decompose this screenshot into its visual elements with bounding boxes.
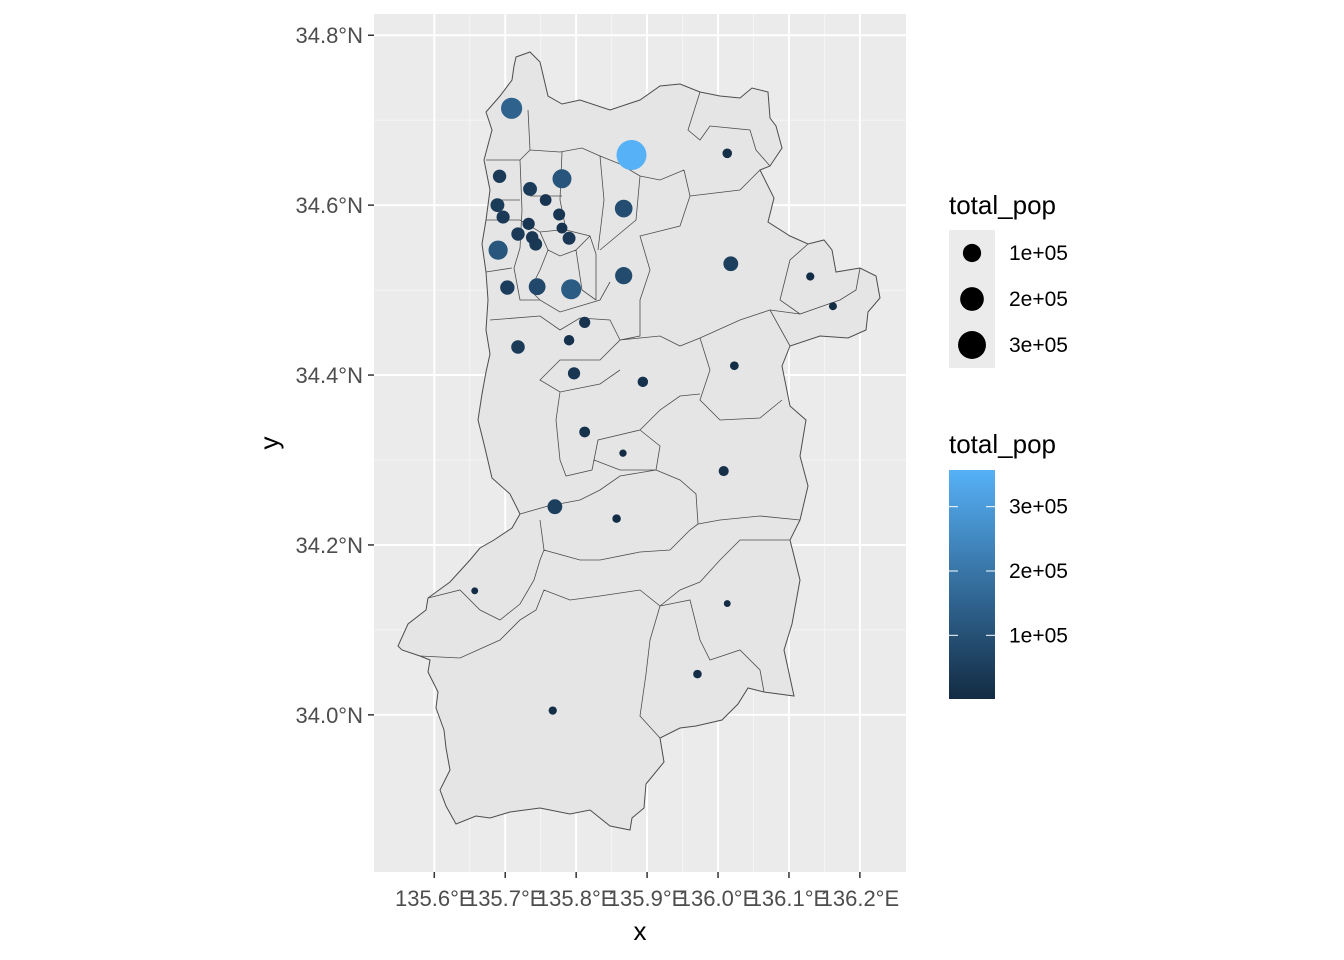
population-point [637, 376, 649, 388]
population-point [619, 449, 627, 457]
x-axis: 135.6°E135.7°E135.8°E135.9°E136.0°E136.1… [395, 872, 899, 911]
population-point [525, 231, 539, 244]
population-point [722, 148, 733, 159]
y-axis: 34.0°N 34.2°N 34.4°N 34.6°N 34.8°N [295, 23, 374, 728]
prefecture-outline [397, 51, 881, 831]
population-point [501, 97, 523, 119]
population-point [729, 361, 739, 371]
colorbar-tick-label: 3e+05 [1009, 496, 1068, 519]
x-tick-label: 135.8°E [537, 886, 616, 911]
x-tick-label: 135.9°E [608, 886, 687, 911]
population-point [615, 267, 633, 285]
population-point [552, 169, 572, 189]
x-axis-title: x [634, 916, 647, 946]
population-point [612, 514, 621, 523]
population-point [511, 227, 525, 241]
y-tick-label: 34.0°N [295, 703, 363, 728]
x-tick-label: 136.1°E [750, 886, 829, 911]
population-point [528, 278, 546, 296]
x-tick-label: 136.0°E [679, 886, 758, 911]
population-point [488, 240, 508, 260]
population-point [693, 669, 702, 679]
x-tick-label: 135.7°E [466, 886, 545, 911]
population-point [492, 169, 507, 183]
population-point [723, 256, 739, 272]
size-legend-title: total_pop [949, 190, 1056, 220]
size-legend-key [962, 243, 982, 263]
y-tick-label: 34.4°N [295, 363, 363, 388]
colorbar-tick-label: 2e+05 [1009, 560, 1068, 583]
color-legend: total_pop 1e+05 2e+05 3e+05 [949, 429, 1068, 699]
size-legend-key [960, 287, 984, 311]
population-point [561, 279, 582, 300]
population-point [496, 210, 510, 224]
colorbar-tick-label: 1e+05 [1009, 624, 1068, 647]
population-point [579, 316, 591, 328]
population-point [553, 208, 566, 221]
population-point [567, 367, 581, 380]
size-legend-label: 1e+05 [1009, 242, 1068, 265]
size-legend: total_pop 1e+05 2e+05 3e+05 [949, 190, 1068, 368]
population-point [500, 280, 515, 295]
colorbar [949, 470, 995, 699]
population-point [522, 217, 535, 230]
size-legend-label: 2e+05 [1009, 288, 1068, 311]
size-legend-label: 3e+05 [1009, 334, 1068, 357]
population-point [556, 222, 568, 234]
y-tick-label: 34.6°N [295, 193, 363, 218]
population-point [828, 302, 837, 311]
population-point [723, 600, 731, 607]
x-tick-label: 135.6°E [395, 886, 474, 911]
population-point [547, 499, 563, 515]
y-tick-label: 34.2°N [295, 533, 363, 558]
population-point [718, 465, 729, 477]
color-legend-title: total_pop [949, 429, 1056, 459]
population-point [539, 194, 552, 206]
data-points [471, 97, 837, 715]
population-point [511, 340, 525, 354]
population-point [579, 426, 591, 438]
population-point [471, 587, 479, 595]
population-point [523, 182, 537, 196]
population-point [562, 231, 576, 245]
population-point [490, 198, 505, 213]
population-point [548, 706, 557, 715]
population-point [614, 199, 633, 218]
y-axis-title: y [254, 437, 284, 450]
size-legend-key [958, 331, 986, 359]
x-tick-label: 136.2°E [821, 886, 900, 911]
population-point [563, 334, 575, 346]
y-tick-label: 34.8°N [295, 23, 363, 48]
population-point [806, 272, 815, 281]
population-point [616, 140, 647, 171]
